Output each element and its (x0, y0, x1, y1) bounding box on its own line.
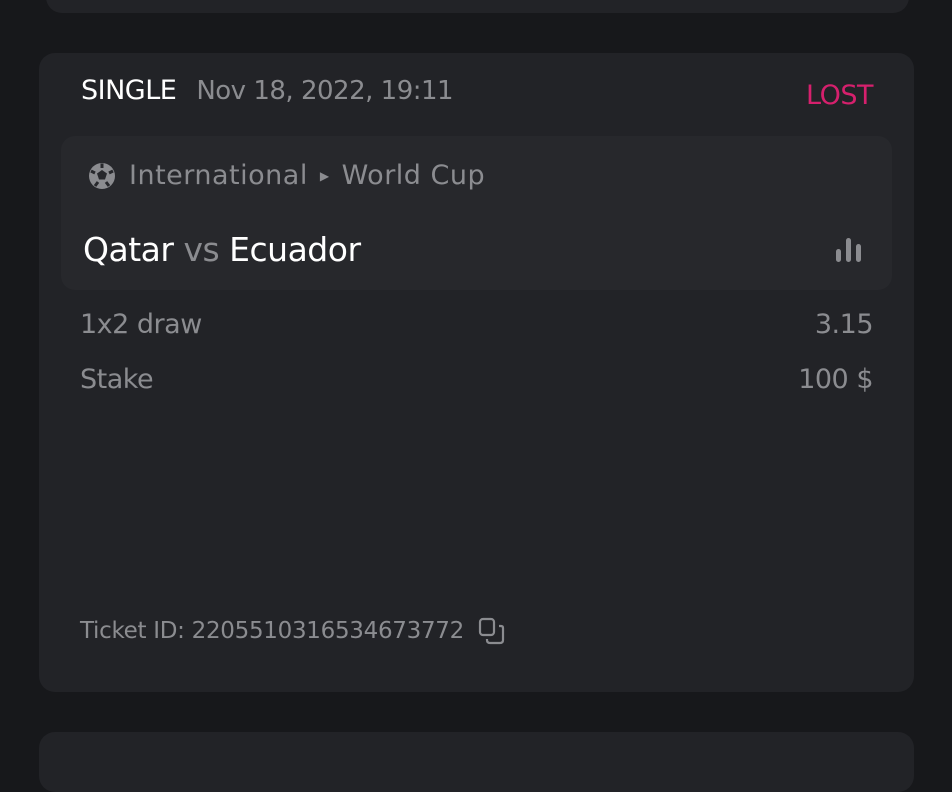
league-label: World Cup (341, 160, 486, 191)
market-label: 1x2 draw (80, 309, 202, 340)
bar-chart-icon[interactable] (834, 236, 864, 264)
next-bet-card (39, 732, 914, 792)
vs-label: vs (183, 230, 220, 269)
market-row: 1x2 draw 3.15 (80, 309, 874, 340)
ticket-label: Ticket ID: (80, 618, 185, 644)
bet-type: SINGLE (81, 75, 177, 106)
copy-icon[interactable] (478, 617, 506, 645)
bet-card: SINGLE Nov 18, 2022, 19:11 LOST Internat… (39, 53, 914, 692)
away-team: Ecuador (229, 230, 361, 269)
status-badge: LOST (806, 80, 873, 111)
home-team: Qatar (83, 230, 174, 269)
bet-header: SINGLE Nov 18, 2022, 19:11 (81, 75, 454, 106)
chevron-right-icon: ▶ (319, 168, 330, 183)
stake-row: Stake 100 $ (80, 364, 873, 395)
soccer-ball-icon (89, 162, 115, 189)
event-card[interactable]: International ▶ World Cup Qatar vs Ecuad… (61, 136, 892, 290)
ticket-id: 2205510316534673772 (191, 618, 465, 644)
previous-bet-card (46, 0, 909, 13)
breadcrumb: International ▶ World Cup (87, 160, 485, 191)
bet-date: Nov 18, 2022, 19:11 (196, 76, 454, 106)
odds-value: 3.15 (814, 309, 874, 340)
category-label: International (129, 160, 308, 191)
stake-label: Stake (80, 364, 154, 395)
ticket-id-row: Ticket ID: 2205510316534673772 (80, 617, 506, 645)
stake-value: 100 $ (798, 364, 873, 395)
match-title: Qatar vs Ecuador (83, 230, 361, 269)
